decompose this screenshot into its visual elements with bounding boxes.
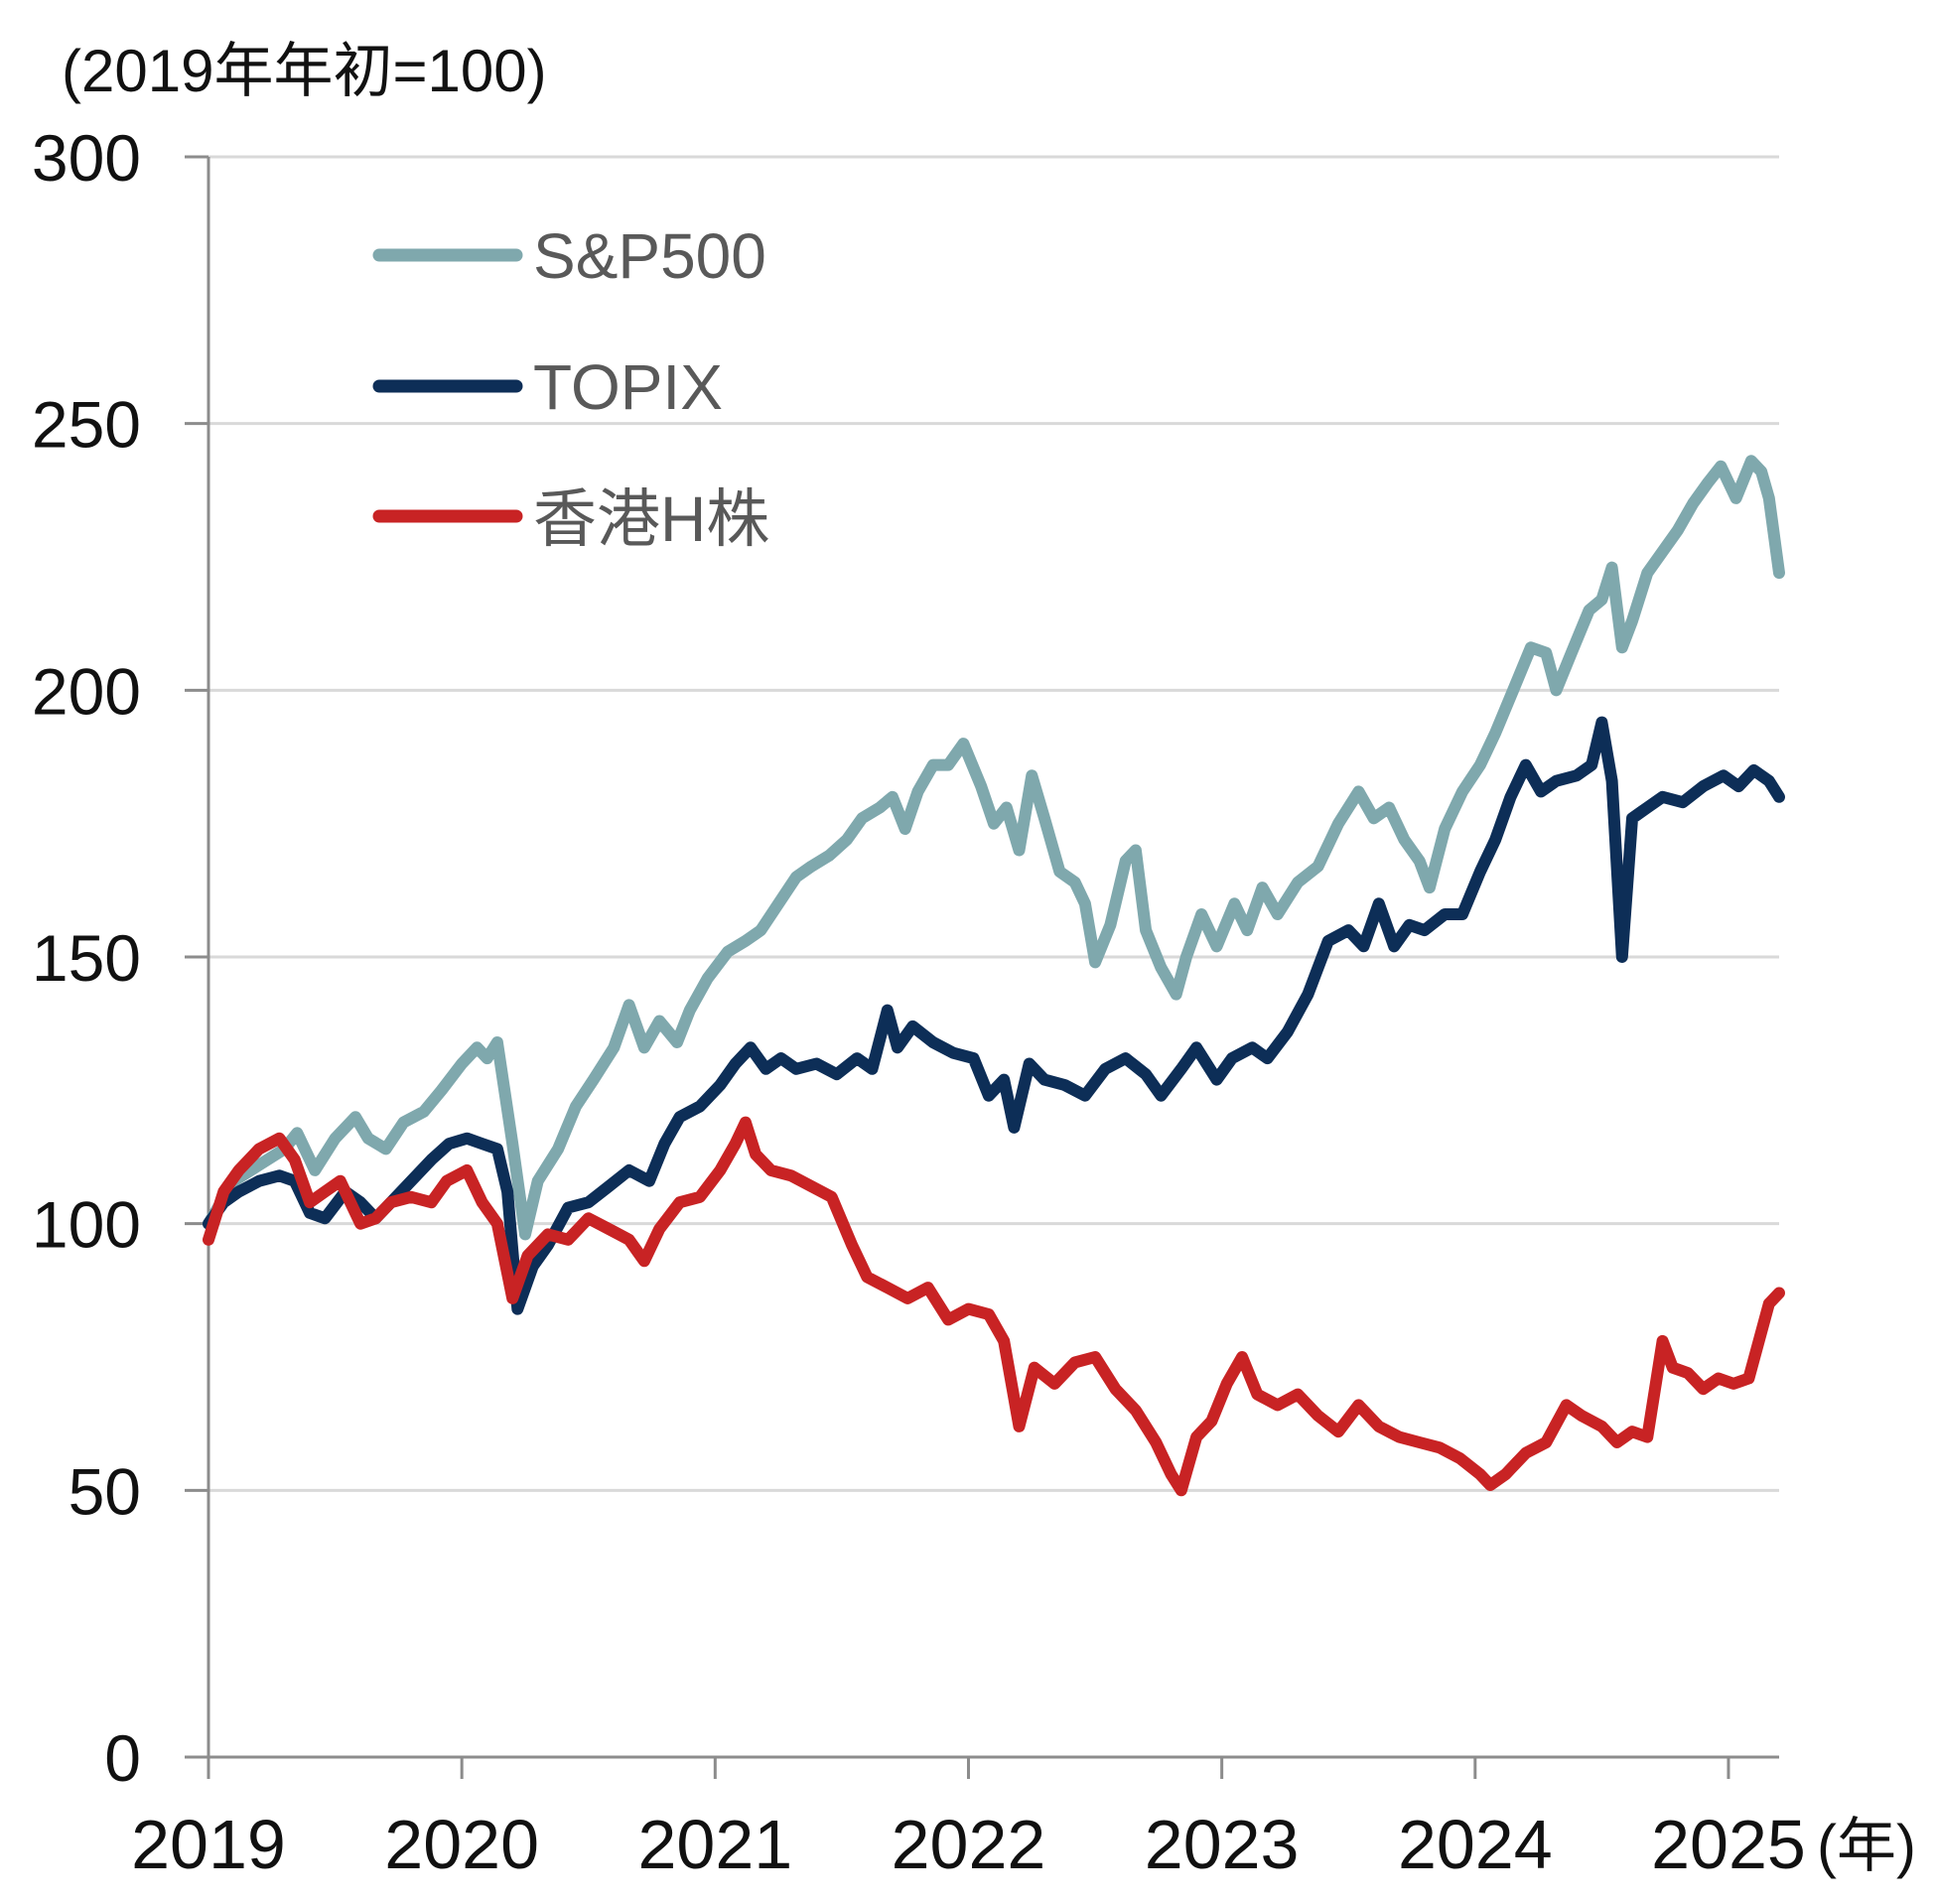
x-tick-label-2024: 2024 [1398, 1806, 1553, 1883]
x-tick-label-2019: 2019 [131, 1806, 286, 1883]
x-tick-label-2025: 2025 [1651, 1806, 1806, 1883]
x-unit-label: (年) [1817, 1813, 1916, 1879]
gridlines [208, 155, 1779, 1492]
series-line-hshares [203, 1116, 1785, 1497]
x-tick-label-2023: 2023 [1145, 1806, 1300, 1883]
y-tick-label-200: 200 [32, 654, 141, 728]
y-ticks: 0 50 100 150 200 250 300 [32, 121, 208, 1795]
x-ticks: 2019 2020 2021 2022 2023 2024 2025 [131, 1757, 1806, 1883]
legend-label-hshares: 香港H株 [533, 483, 769, 555]
y-tick-label-50: 50 [69, 1454, 141, 1528]
series-line-topix [203, 716, 1785, 1315]
series-line-sp500 [203, 455, 1785, 1241]
y-tick-label-150: 150 [32, 921, 141, 995]
y-tick-label-100: 100 [32, 1188, 141, 1262]
y-tick-label-250: 250 [32, 388, 141, 462]
series-layer [203, 455, 1785, 1497]
x-tick-label-2022: 2022 [892, 1806, 1046, 1883]
legend: S&P500 TOPIX 香港H株 [372, 220, 769, 555]
x-tick-label-2020: 2020 [384, 1806, 539, 1883]
x-tick-label-2021: 2021 [637, 1806, 792, 1883]
y-tick-label-0: 0 [104, 1721, 141, 1795]
y-tick-label-300: 300 [32, 121, 141, 195]
legend-label-topix: TOPIX [533, 351, 723, 423]
legend-label-sp500: S&P500 [533, 220, 766, 292]
y-unit-note: (2019年年初=100) [62, 38, 547, 104]
